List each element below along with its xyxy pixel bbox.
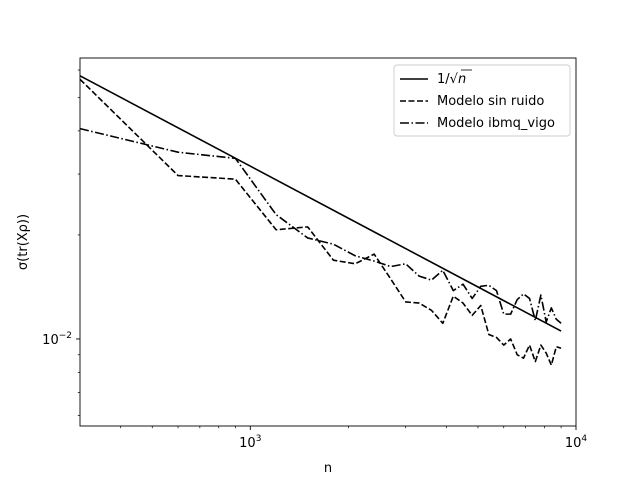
x-axis-label: n: [324, 461, 332, 476]
legend-label-ibmq-vigo: Modelo ibmq_vigo: [437, 116, 555, 131]
x-tick-label: 103: [239, 434, 261, 451]
x-tick-label: 104: [565, 434, 588, 451]
legend-label-sin-ruido: Modelo sin ruido: [437, 94, 544, 109]
y-axis-label: σ(tr(Xρ)): [16, 214, 31, 270]
series-line-3: [79, 127, 562, 324]
plot-lines: [79, 75, 562, 366]
series-line-2: [79, 78, 562, 366]
legend-box: [393, 64, 571, 137]
y-tick-label: 10−2: [42, 331, 72, 348]
legend: 1/√n Modelo sin ruido Modelo ibmq_vigo: [393, 64, 571, 137]
legend-label-sqrt: 1/√n: [437, 72, 466, 87]
series-line-1: [79, 75, 562, 332]
plot-frame: [79, 57, 577, 427]
